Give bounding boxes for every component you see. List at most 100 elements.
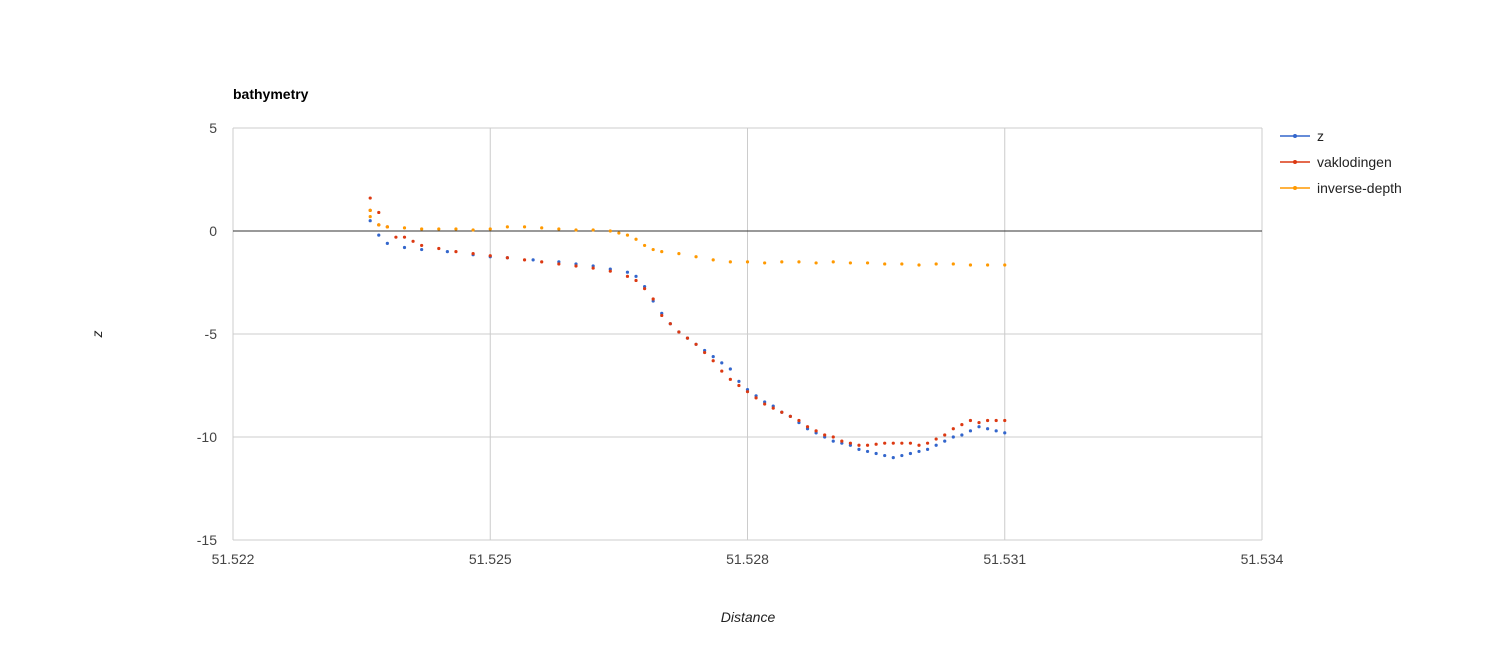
data-point xyxy=(625,270,630,274)
data-point xyxy=(900,453,904,458)
data-point xyxy=(968,418,973,423)
data-point xyxy=(951,427,955,431)
data-point xyxy=(960,423,964,427)
data-point xyxy=(454,250,458,254)
x-tick-label: 51.522 xyxy=(212,551,255,567)
data-point xyxy=(522,258,527,262)
data-point xyxy=(814,261,818,265)
data-point xyxy=(865,261,870,265)
series-z xyxy=(368,219,1007,460)
data-point xyxy=(411,239,415,243)
data-point xyxy=(471,252,475,256)
data-point xyxy=(891,441,895,445)
data-point xyxy=(651,247,655,252)
data-point xyxy=(420,243,424,248)
data-point xyxy=(780,410,784,414)
data-point xyxy=(968,263,973,267)
data-point xyxy=(591,228,595,232)
data-point xyxy=(385,241,389,245)
data-point xyxy=(377,223,381,227)
data-point xyxy=(394,235,398,239)
data-point xyxy=(608,269,612,273)
data-point xyxy=(943,433,947,437)
data-point xyxy=(883,262,887,266)
data-point xyxy=(865,449,870,454)
data-point xyxy=(540,260,544,264)
data-point xyxy=(1003,418,1007,423)
data-point xyxy=(745,260,750,264)
data-point xyxy=(368,219,372,223)
x-tick-label: 51.525 xyxy=(469,551,512,567)
data-point xyxy=(1003,263,1007,267)
data-point xyxy=(840,439,844,443)
data-point xyxy=(574,228,578,232)
data-point xyxy=(557,262,561,266)
data-point xyxy=(848,261,853,265)
data-point xyxy=(925,447,930,451)
data-point xyxy=(660,313,664,318)
data-point xyxy=(720,361,724,365)
data-point xyxy=(917,449,921,454)
data-point xyxy=(814,429,818,433)
legend-label: vaklodingen xyxy=(1317,154,1392,170)
data-point xyxy=(591,266,595,270)
data-point xyxy=(377,210,381,215)
data-point xyxy=(540,226,544,230)
grid xyxy=(232,127,1263,541)
data-point xyxy=(771,406,775,410)
y-tick-label: 0 xyxy=(209,223,217,239)
data-point xyxy=(703,350,707,355)
legend-marker xyxy=(1293,160,1297,164)
data-point xyxy=(865,443,870,447)
data-point xyxy=(986,427,990,431)
x-tick-label: 51.528 xyxy=(726,551,769,567)
data-point xyxy=(994,429,998,433)
data-point xyxy=(608,229,612,233)
data-point xyxy=(437,227,441,231)
data-point xyxy=(711,355,715,359)
y-tick-label: -5 xyxy=(205,326,218,342)
data-point xyxy=(557,227,561,231)
data-point xyxy=(960,433,964,437)
data-point xyxy=(900,262,904,266)
data-point xyxy=(420,247,424,252)
data-point xyxy=(908,451,913,456)
tick-labels: 51.522 51.525 51.528 51.531 51.534 5 0 -5 -10 -15 xyxy=(197,120,1284,567)
series-inverse-depth xyxy=(368,208,1007,267)
data-point xyxy=(977,420,981,425)
data-point xyxy=(891,456,895,460)
data-point xyxy=(968,429,973,433)
data-point xyxy=(368,214,372,219)
data-point xyxy=(402,226,407,230)
data-point xyxy=(900,441,904,445)
data-point xyxy=(488,227,492,231)
data-point xyxy=(634,278,638,283)
legend: z vaklodingen inverse-depth xyxy=(1280,128,1402,196)
data-point xyxy=(951,435,955,439)
data-point xyxy=(754,396,758,400)
data-point xyxy=(634,274,638,278)
data-point xyxy=(848,441,853,445)
data-point xyxy=(805,425,810,429)
data-point xyxy=(728,377,732,381)
series-points xyxy=(368,196,1007,460)
legend-item: z xyxy=(1280,128,1324,144)
data-point xyxy=(831,260,835,264)
data-point xyxy=(934,262,938,266)
y-tick-label: 5 xyxy=(209,120,217,136)
data-point xyxy=(763,261,767,265)
data-point xyxy=(677,252,681,256)
data-point xyxy=(505,225,509,229)
data-point xyxy=(617,231,621,235)
data-point xyxy=(471,228,475,232)
data-point xyxy=(763,402,767,406)
data-point xyxy=(505,256,509,260)
data-point xyxy=(883,453,887,458)
data-point xyxy=(857,447,861,451)
data-point xyxy=(402,245,407,250)
data-point xyxy=(917,443,921,447)
data-point xyxy=(797,418,801,423)
data-point xyxy=(831,439,835,443)
data-point xyxy=(737,379,741,383)
legend-marker xyxy=(1293,134,1297,138)
